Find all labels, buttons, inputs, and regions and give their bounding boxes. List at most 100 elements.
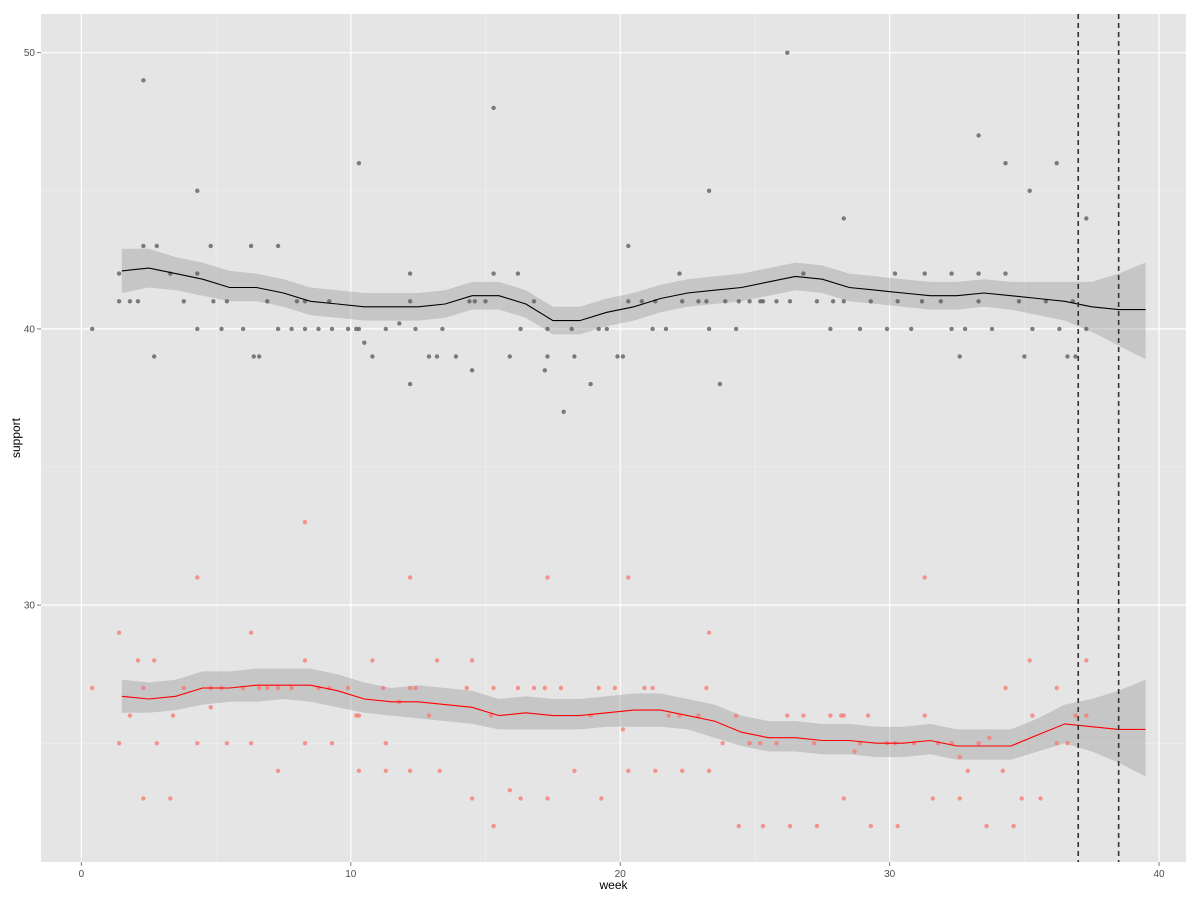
data-point xyxy=(957,354,962,359)
data-point xyxy=(930,796,935,801)
data-point xyxy=(531,685,537,691)
data-point xyxy=(957,754,962,760)
data-point xyxy=(733,713,739,718)
data-point xyxy=(1027,658,1032,663)
data-point xyxy=(1065,741,1070,746)
data-point xyxy=(895,299,900,304)
data-point xyxy=(491,105,496,111)
data-point xyxy=(706,768,712,773)
data-point xyxy=(208,705,213,710)
data-point xyxy=(195,271,200,276)
data-point xyxy=(491,685,496,691)
data-point xyxy=(1057,326,1062,332)
data-point xyxy=(397,321,402,326)
data-point xyxy=(251,354,256,359)
data-point xyxy=(248,630,254,635)
data-point xyxy=(1073,354,1078,359)
data-point xyxy=(957,796,962,801)
data-point xyxy=(195,741,200,746)
data-point xyxy=(868,823,873,829)
data-point xyxy=(1003,685,1008,691)
data-point xyxy=(316,326,321,332)
data-point xyxy=(224,741,230,746)
data-point xyxy=(704,685,709,691)
data-point xyxy=(135,658,141,663)
data-point xyxy=(426,713,432,718)
data-point xyxy=(884,326,890,332)
data-point xyxy=(542,368,547,373)
data-point xyxy=(620,354,626,359)
data-point xyxy=(515,685,521,691)
y-tick-label: 50 xyxy=(24,48,36,59)
data-point xyxy=(275,685,281,691)
data-point xyxy=(1054,741,1059,746)
data-point xyxy=(168,796,173,801)
data-point xyxy=(275,243,281,249)
data-point xyxy=(984,823,989,829)
data-point xyxy=(491,271,496,276)
data-point xyxy=(248,741,254,746)
data-point xyxy=(814,823,820,829)
data-point xyxy=(141,685,146,691)
data-point xyxy=(706,188,712,193)
data-point xyxy=(453,354,459,359)
data-point xyxy=(1084,326,1089,332)
data-point xyxy=(828,326,833,332)
data-point xyxy=(545,326,550,332)
data-point xyxy=(857,326,863,332)
data-point xyxy=(1043,299,1049,304)
data-point xyxy=(195,188,200,193)
data-point xyxy=(1022,354,1027,359)
x-tick-label: 20 xyxy=(615,869,627,880)
panel-background xyxy=(41,14,1186,862)
data-point xyxy=(381,685,386,691)
data-point xyxy=(1084,658,1089,663)
data-point xyxy=(208,243,213,249)
data-point xyxy=(774,299,779,304)
data-point xyxy=(545,575,550,580)
data-point xyxy=(135,299,141,304)
data-point xyxy=(706,326,712,332)
data-point xyxy=(90,326,95,332)
data-point xyxy=(626,575,631,580)
data-point xyxy=(141,78,146,83)
data-point xyxy=(437,768,442,773)
data-point xyxy=(302,326,308,332)
data-point xyxy=(1038,796,1043,801)
data-point xyxy=(895,823,900,829)
data-point xyxy=(472,299,477,304)
data-point xyxy=(653,768,658,773)
data-point xyxy=(257,685,262,691)
data-point xyxy=(302,741,308,746)
x-tick-label: 10 xyxy=(345,869,357,880)
data-point xyxy=(830,299,836,304)
data-point xyxy=(922,271,927,276)
data-point xyxy=(211,299,216,304)
data-point xyxy=(666,713,671,718)
data-point xyxy=(650,685,655,691)
data-point xyxy=(733,326,739,332)
confidence-bands xyxy=(121,248,1146,777)
data-point xyxy=(760,823,766,829)
data-point xyxy=(1030,326,1035,332)
data-point xyxy=(801,713,806,718)
data-point xyxy=(383,326,388,332)
data-point xyxy=(407,381,413,387)
data-point xyxy=(116,630,122,635)
data-point xyxy=(976,271,981,276)
data-point xyxy=(488,713,494,718)
data-point xyxy=(181,685,186,691)
data-point xyxy=(965,768,970,773)
data-point xyxy=(922,713,927,718)
data-point xyxy=(696,713,701,718)
data-point xyxy=(507,354,512,359)
data-point xyxy=(289,685,294,691)
data-point xyxy=(841,216,846,221)
data-point xyxy=(154,243,159,249)
data-point xyxy=(868,299,873,304)
data-point xyxy=(152,354,157,359)
data-point xyxy=(987,735,992,740)
data-point xyxy=(383,768,388,773)
data-point xyxy=(545,796,550,801)
